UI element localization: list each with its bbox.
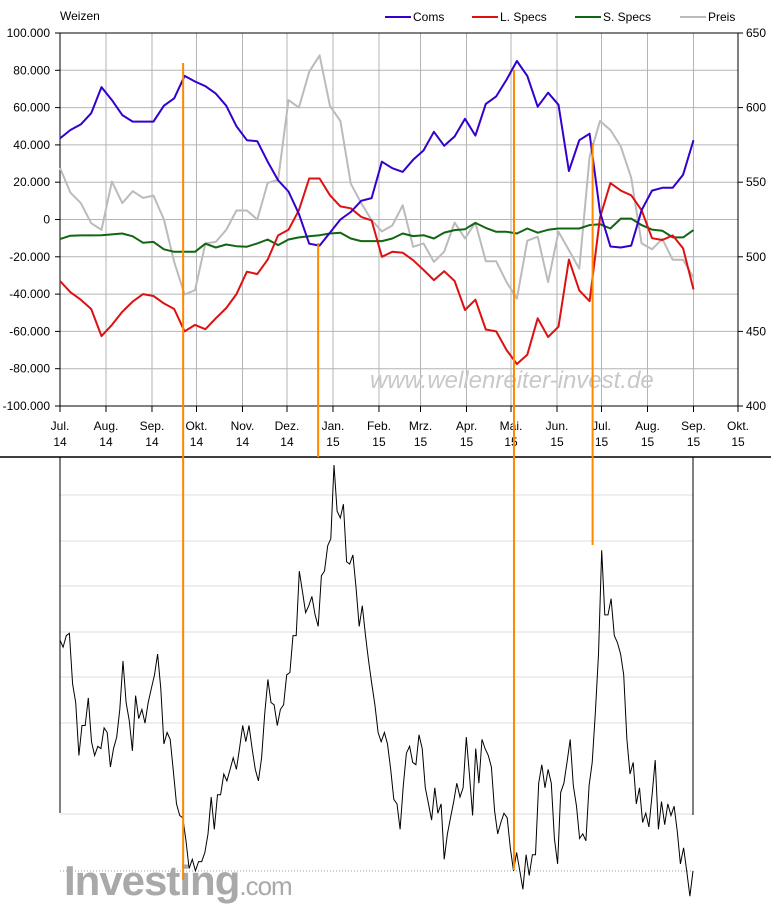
x-tick-label-year: 14 xyxy=(236,435,250,449)
x-tick-label-month: Nov. xyxy=(231,419,255,433)
series-line-coms xyxy=(59,60,695,249)
y-right-tick-label: 450 xyxy=(746,324,766,338)
chart-title: Weizen xyxy=(60,9,100,23)
legend-label: Preis xyxy=(708,10,735,24)
series-line-preis xyxy=(59,54,695,300)
x-tick-label-year: 15 xyxy=(372,435,386,449)
price-line xyxy=(59,464,694,897)
x-tick-label-year: 15 xyxy=(550,435,564,449)
x-tick-label-month: Jan. xyxy=(322,419,345,433)
y-left-tick-label: 60.000 xyxy=(13,101,50,115)
x-tick-label-year: 15 xyxy=(687,435,701,449)
x-tick-label-month: Sep. xyxy=(681,419,706,433)
y-left-tick-label: -20.000 xyxy=(9,250,50,264)
investing-logo-suffix: .com xyxy=(239,871,291,901)
y-right-tick-label: 650 xyxy=(746,26,766,40)
x-tick-label-month: Jul. xyxy=(51,419,70,433)
x-tick-label-month: Mrz. xyxy=(409,419,432,433)
y-left-tick-label: -40.000 xyxy=(9,287,50,301)
x-tick-label-month: Apr. xyxy=(456,419,477,433)
y-left-tick-label: -60.000 xyxy=(9,324,50,338)
x-tick-label-month: Mai. xyxy=(500,419,523,433)
x-tick-label-year: 14 xyxy=(53,435,67,449)
legend-label: Coms xyxy=(413,10,444,24)
x-tick-label-year: 15 xyxy=(326,435,340,449)
x-tick-label-year: 15 xyxy=(504,435,518,449)
legend-label: L. Specs xyxy=(500,10,547,24)
x-tick-label-year: 14 xyxy=(280,435,294,449)
x-tick-label-month: Feb. xyxy=(367,419,391,433)
y-left-tick-label: 40.000 xyxy=(13,138,50,152)
y-right-tick-label: 400 xyxy=(746,399,766,413)
y-left-tick-label: -100.000 xyxy=(3,399,51,413)
y-left-tick-label: 0 xyxy=(43,213,50,227)
x-tick-label-month: Jun. xyxy=(546,419,569,433)
x-tick-label-year: 15 xyxy=(641,435,655,449)
x-tick-label-year: 14 xyxy=(145,435,159,449)
y-left-tick-label: 80.000 xyxy=(13,63,50,77)
x-tick-label-year: 15 xyxy=(414,435,428,449)
y-right-tick-label: 550 xyxy=(746,175,766,189)
x-tick-label-month: Aug. xyxy=(635,419,660,433)
investing-logo-main: Investing xyxy=(64,857,239,904)
x-tick-label-year: 14 xyxy=(99,435,113,449)
y-left-tick-label: 20.000 xyxy=(13,175,50,189)
x-tick-label-month: Jul. xyxy=(592,419,611,433)
y-left-tick-label: 100.000 xyxy=(7,26,51,40)
investing-logo: Investing.com xyxy=(64,857,292,904)
x-tick-label-year: 14 xyxy=(190,435,204,449)
watermark: www.wellenreiter-invest.de xyxy=(370,367,654,394)
cot-chart: Weizen 100.000 80.000 60.000 40.000 20.000 0 -2… xyxy=(0,9,771,458)
vertical-markers xyxy=(182,63,594,880)
y-left-tick-label: -80.000 xyxy=(9,362,50,376)
price-chart: Investing.com xyxy=(59,457,694,904)
y-right-tick-label: 500 xyxy=(746,250,766,264)
series-line-l-specs xyxy=(59,177,695,365)
x-tick-label-year: 15 xyxy=(460,435,474,449)
y-right-tick-label: 600 xyxy=(746,101,766,115)
x-tick-label-month: Okt. xyxy=(727,419,749,433)
x-tick-label-year: 15 xyxy=(595,435,609,449)
x-tick-label-month: Dez. xyxy=(275,419,300,433)
x-tick-label-month: Sep. xyxy=(140,419,165,433)
x-tick-label-month: Aug. xyxy=(94,419,119,433)
x-tick-label-month: Okt. xyxy=(185,419,207,433)
legend-label: S. Specs xyxy=(603,10,651,24)
x-tick-label-year: 15 xyxy=(731,435,745,449)
